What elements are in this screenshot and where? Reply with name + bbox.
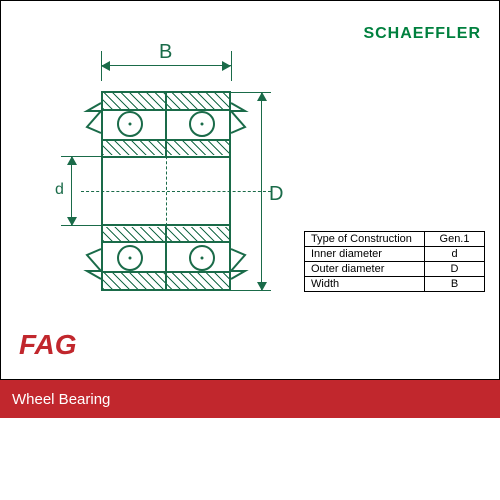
fag-logo: FAG	[19, 329, 77, 361]
table-row: Inner diameter d	[305, 247, 485, 262]
dim-D-arrow-top	[257, 92, 267, 101]
dim-d-label: d	[55, 181, 64, 199]
dim-d-line	[71, 156, 72, 226]
seal-icon	[87, 249, 107, 279]
table-cell-value: d	[425, 247, 485, 262]
title-text: Wheel Bearing	[12, 391, 110, 408]
dim-B-arrow-left	[101, 61, 110, 71]
hatch-top-outer	[103, 93, 229, 109]
seal-icon	[225, 249, 245, 279]
table-row: Outer diameter D	[305, 262, 485, 277]
dim-d-arrow-bot	[67, 217, 77, 226]
bearing-diagram: B	[61, 51, 271, 301]
dim-d-arrow-top	[67, 156, 77, 165]
ball-icon	[117, 245, 143, 271]
table-cell-label: Outer diameter	[305, 262, 425, 277]
ball-icon	[189, 245, 215, 271]
dim-D-arrow-bot	[257, 282, 267, 291]
table-cell-value: D	[425, 262, 485, 277]
table-cell-label: Type of Construction	[305, 232, 425, 247]
spec-table: Type of Construction Gen.1 Inner diamete…	[304, 231, 485, 292]
seal-icon	[225, 103, 245, 133]
ball-icon	[117, 111, 143, 137]
seal-icon	[87, 103, 107, 133]
table-cell-label: Inner diameter	[305, 247, 425, 262]
dim-B-line	[101, 65, 231, 66]
dim-B-label: B	[159, 41, 172, 64]
ball-icon	[189, 111, 215, 137]
drawing-frame: SCHAEFFLER FAG B	[0, 0, 500, 380]
page-root: SCHAEFFLER FAG B	[0, 0, 500, 500]
centerline-v	[166, 151, 167, 231]
dim-B-ext-right	[231, 51, 232, 81]
centerline-h	[81, 191, 271, 192]
table-cell-value: B	[425, 277, 485, 292]
dim-D-line	[261, 92, 262, 291]
dim-B-arrow-right	[222, 61, 231, 71]
table-row: Width B	[305, 277, 485, 292]
table-cell-label: Width	[305, 277, 425, 292]
table-cell-value: Gen.1	[425, 232, 485, 247]
title-bar: Wheel Bearing	[0, 380, 500, 418]
schaeffler-logo: SCHAEFFLER	[363, 25, 481, 43]
table-row: Type of Construction Gen.1	[305, 232, 485, 247]
hatch-bot-outer	[103, 273, 229, 289]
dim-D-label: D	[269, 183, 283, 206]
